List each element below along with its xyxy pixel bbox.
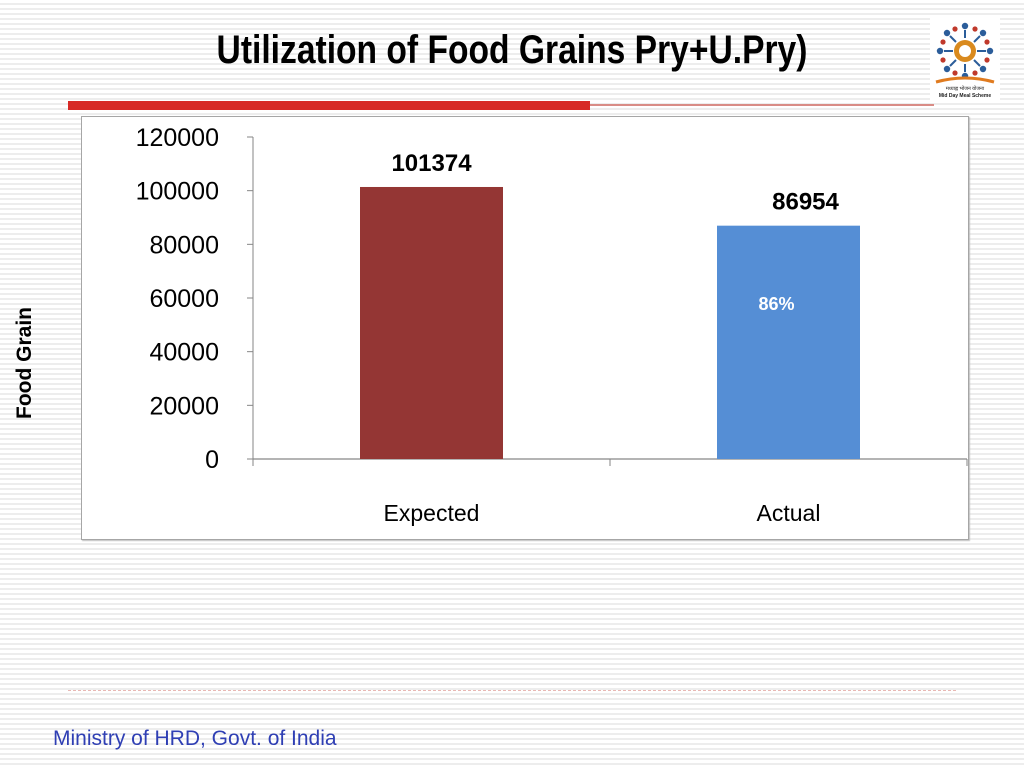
y-tick-label: 60000 <box>149 285 219 313</box>
y-axis-title: Food Grain <box>13 307 36 419</box>
footer-divider <box>68 690 956 691</box>
mid-day-meal-logo: मध्याह्न भोजन योजना Mid Day Meal Scheme <box>930 18 1000 102</box>
logo-text-english: Mid Day Meal Scheme <box>938 93 992 99</box>
logo-emblem-icon <box>935 22 995 84</box>
y-tick-label: 40000 <box>149 339 219 367</box>
y-tick-label: 100000 <box>136 178 219 206</box>
slide-title: Utilization of Food Grains Pry+U.Pry) <box>216 28 808 72</box>
title-underline <box>68 101 590 110</box>
logo-text-hindi: मध्याह्न भोजन योजना <box>945 86 985 92</box>
y-tick-label: 120000 <box>136 124 219 152</box>
bar-actual <box>717 225 860 459</box>
percent-annotation: 86% <box>758 294 794 314</box>
x-category-label: Expected <box>384 500 480 526</box>
data-label: 86954 <box>772 189 839 216</box>
y-tick-label: 0 <box>205 446 219 474</box>
y-tick-label: 80000 <box>149 231 219 259</box>
x-category-label: Actual <box>757 500 821 526</box>
title-underline-thin <box>590 104 934 106</box>
y-tick-label: 20000 <box>149 392 219 420</box>
footer-text: Ministry of HRD, Govt. of India <box>53 727 337 750</box>
data-label: 101374 <box>391 150 472 177</box>
bar-expected <box>360 186 503 459</box>
